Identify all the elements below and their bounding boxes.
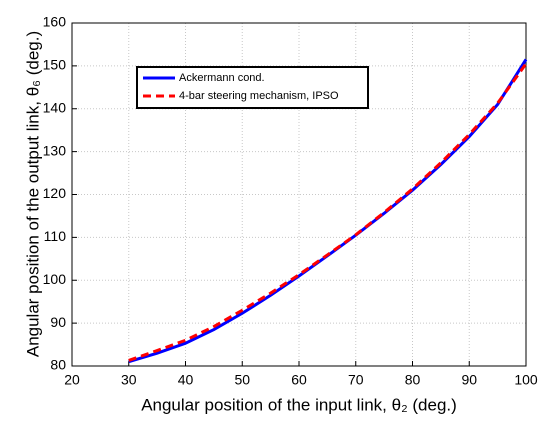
- x-tick-label: 40: [178, 372, 194, 388]
- y-tick-label: 160: [43, 14, 67, 30]
- legend-box: [136, 66, 369, 109]
- y-tick-label: 110: [44, 228, 67, 244]
- legend-label: Ackermann cond.: [179, 72, 265, 84]
- y-tick-label: 140: [43, 99, 67, 115]
- x-tick-label: 60: [291, 372, 307, 388]
- x-tick-label: 30: [121, 372, 137, 388]
- x-tick-label: 80: [405, 372, 421, 388]
- y-tick-label: 100: [43, 271, 67, 287]
- y-tick-label: 90: [50, 314, 66, 330]
- legend-label: 4-bar steering mechanism, IPSO: [179, 90, 339, 102]
- y-tick-label: 130: [43, 142, 67, 158]
- y-tick-label: 80: [50, 357, 66, 373]
- x-tick-label: 50: [234, 372, 250, 388]
- line-series: [128, 62, 528, 362]
- x-tick-label: 70: [348, 372, 364, 388]
- x-tick-label: 90: [461, 372, 477, 388]
- y-tick-label: 120: [43, 185, 67, 201]
- x-axis-label: Angular position of the input link, θ₂ (…: [141, 395, 457, 414]
- y-tick-label: 150: [43, 57, 67, 73]
- x-tick-label: 20: [64, 372, 80, 388]
- x-tick-label: 100: [514, 372, 538, 388]
- y-axis-label: Angular position of the output link, θ₆ …: [23, 31, 42, 357]
- plot-frame: [71, 22, 527, 367]
